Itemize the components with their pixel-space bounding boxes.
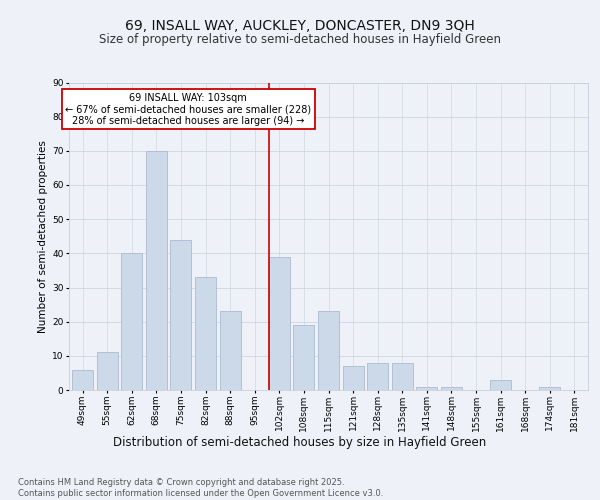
Bar <box>490 380 511 390</box>
Bar <box>121 254 142 390</box>
Text: Distribution of semi-detached houses by size in Hayfield Green: Distribution of semi-detached houses by … <box>113 436 487 449</box>
Text: Contains HM Land Registry data © Crown copyright and database right 2025.
Contai: Contains HM Land Registry data © Crown c… <box>18 478 383 498</box>
Text: 69 INSALL WAY: 103sqm
← 67% of semi-detached houses are smaller (228)
28% of sem: 69 INSALL WAY: 103sqm ← 67% of semi-deta… <box>65 93 311 126</box>
Bar <box>416 386 437 390</box>
Bar <box>220 312 241 390</box>
Y-axis label: Number of semi-detached properties: Number of semi-detached properties <box>38 140 48 332</box>
Bar <box>318 312 339 390</box>
Bar <box>195 277 216 390</box>
Bar <box>392 362 413 390</box>
Bar <box>146 151 167 390</box>
Text: Size of property relative to semi-detached houses in Hayfield Green: Size of property relative to semi-detach… <box>99 33 501 46</box>
Bar <box>367 362 388 390</box>
Bar <box>539 386 560 390</box>
Bar <box>72 370 93 390</box>
Bar <box>170 240 191 390</box>
Bar <box>343 366 364 390</box>
Text: 69, INSALL WAY, AUCKLEY, DONCASTER, DN9 3QH: 69, INSALL WAY, AUCKLEY, DONCASTER, DN9 … <box>125 19 475 33</box>
Bar <box>97 352 118 390</box>
Bar <box>293 325 314 390</box>
Bar <box>441 386 462 390</box>
Bar <box>269 257 290 390</box>
